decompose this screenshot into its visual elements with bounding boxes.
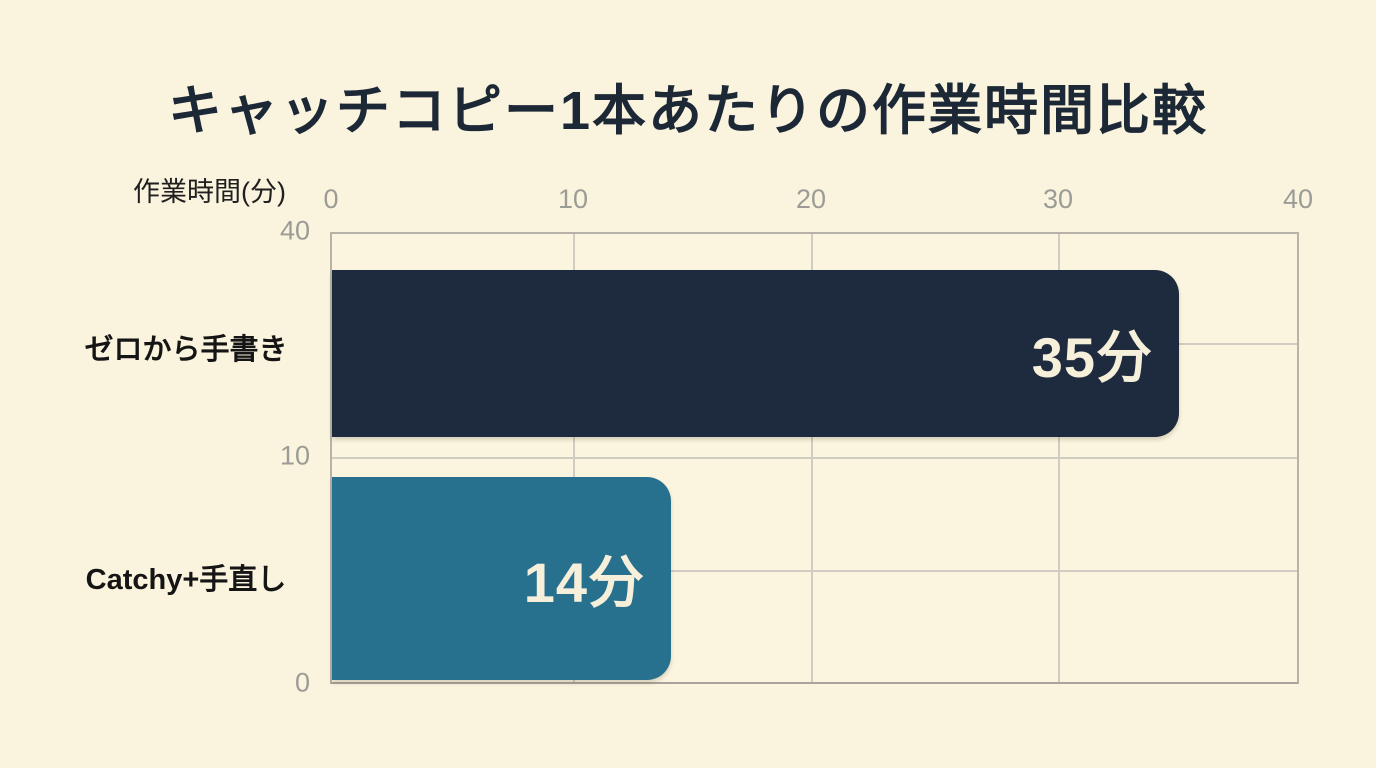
category-label-zero-tegaki: ゼロから手書き	[84, 334, 288, 366]
x-axis-tick-40: 40	[1282, 184, 1314, 214]
side-tick-10: 10	[279, 440, 310, 471]
bar-value-catchy-tenaoshi: 14分	[523, 551, 645, 614]
x-axis-tick-20: 20	[795, 184, 827, 214]
bar-value-zero-tegaki: 35分	[1031, 326, 1153, 389]
x-axis-unit-label: 作業時間(分)	[133, 177, 286, 207]
category-label-catchy-tenaoshi: Catchy+手直し	[85, 564, 287, 596]
horizontal-gridline-2	[332, 457, 1297, 459]
side-tick-0: 0	[294, 667, 310, 698]
x-axis-tick-30: 30	[1042, 184, 1074, 214]
x-axis-tick-0: 0	[323, 184, 339, 214]
chart-title: キャッチコピー1本あたりの作業時間比較	[167, 81, 1209, 141]
x-axis-tick-10: 10	[557, 184, 589, 214]
side-tick-40: 40	[279, 215, 310, 246]
plot-area: 35分 14分	[330, 232, 1299, 684]
bar-zero-tegaki: 35分	[332, 270, 1179, 437]
bar-catchy-tenaoshi: 14分	[332, 477, 671, 680]
horizontal-gridline-3	[332, 570, 1297, 572]
